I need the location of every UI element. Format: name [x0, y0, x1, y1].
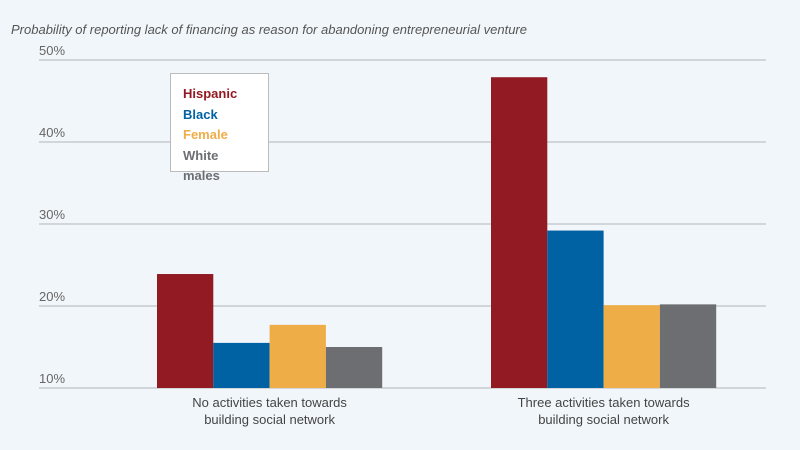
bar-female	[603, 305, 660, 388]
y-tick-label: 20%	[39, 289, 65, 304]
y-tick-label: 50%	[39, 43, 65, 58]
legend-item-female: Female	[183, 127, 228, 142]
bar-black	[213, 342, 270, 388]
x-category-label: Three activities taken towards	[518, 395, 690, 410]
chart-title: Probability of reporting lack of financi…	[11, 22, 527, 37]
bar-hispanic	[157, 274, 214, 388]
legend-item-hispanic: Hispanic	[183, 86, 238, 101]
x-category-label: building social network	[538, 412, 669, 427]
bar-white-males	[325, 347, 383, 388]
legend: Hispanic Black Female White males	[170, 73, 269, 183]
y-tick-label: 30%	[39, 207, 65, 222]
bar-white-males	[659, 304, 717, 388]
y-tick-label: 40%	[39, 125, 65, 140]
x-category-label: building social network	[204, 412, 335, 427]
bar-female	[269, 324, 326, 388]
legend-item-white-males: White males	[183, 147, 220, 184]
bar-hispanic	[491, 77, 548, 388]
bar-black	[547, 230, 604, 388]
legend-item-black: Black	[183, 106, 218, 122]
y-tick-label: 10%	[39, 371, 65, 386]
x-category-label: No activities taken towards	[192, 395, 347, 410]
